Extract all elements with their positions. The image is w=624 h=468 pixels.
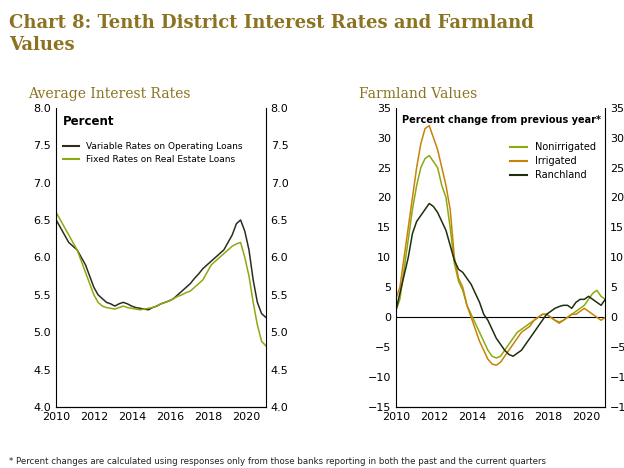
Text: Farmland Values: Farmland Values (359, 87, 477, 101)
Text: * Percent changes are calculated using responses only from those banks reporting: * Percent changes are calculated using r… (9, 457, 547, 466)
Legend: Variable Rates on Operating Loans, Fixed Rates on Real Estate Loans: Variable Rates on Operating Loans, Fixed… (63, 142, 243, 164)
Text: Average Interest Rates: Average Interest Rates (28, 87, 190, 101)
Text: Chart 8: Tenth District Interest Rates and Farmland
Values: Chart 8: Tenth District Interest Rates a… (9, 14, 534, 54)
Text: Percent: Percent (62, 115, 114, 128)
Legend: Nonirrigated, Irrigated, Ranchland: Nonirrigated, Irrigated, Ranchland (510, 142, 596, 180)
Text: Percent change from previous year*: Percent change from previous year* (402, 115, 601, 125)
